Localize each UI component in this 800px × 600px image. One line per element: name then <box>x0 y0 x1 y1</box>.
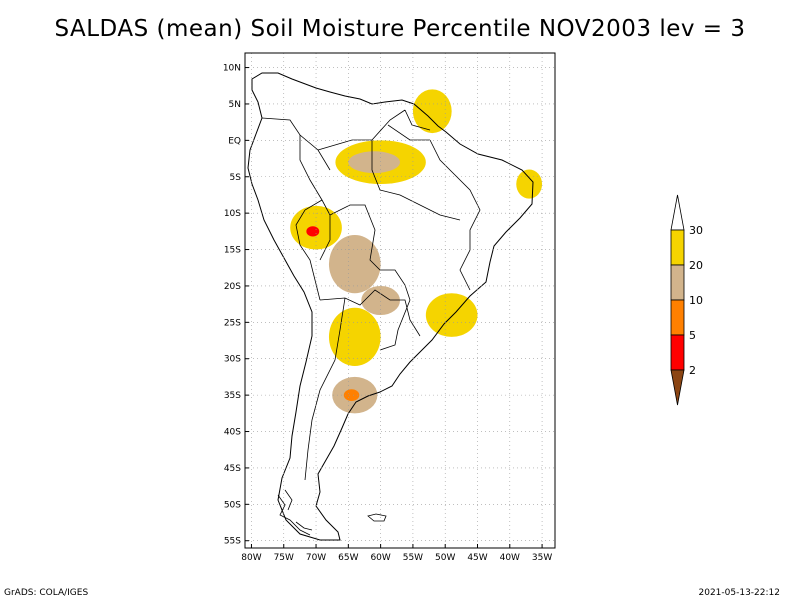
lon-tick-label: 40W <box>500 553 520 563</box>
longitude-axis: 80W 75W 70W 65W 60W 55W 50W 45W 40W 35W <box>241 544 552 563</box>
lat-tick-label: 55S <box>224 537 241 547</box>
lon-tick-label: 50W <box>435 553 455 563</box>
map-frame <box>244 52 556 549</box>
plot-title: SALDAS (mean) Soil Moisture Percentile N… <box>54 16 746 42</box>
legend-label: 2 <box>689 364 696 377</box>
legend-label: 30 <box>689 224 703 237</box>
shaded-region <box>306 226 320 237</box>
legend-bottom-arrow <box>670 369 685 406</box>
shaded-region <box>348 151 400 174</box>
shaded-region <box>412 89 452 134</box>
legend-swatch <box>670 299 685 336</box>
shaded-region <box>328 307 381 367</box>
footer-credit: GrADS: COLA/IGES <box>4 588 89 598</box>
shaded-region <box>425 293 478 337</box>
footer-timestamp: 2021-05-13-22:12 <box>698 588 781 598</box>
legend-label: 20 <box>689 259 703 272</box>
lon-tick-label: 60W <box>370 553 390 563</box>
lat-tick-label: 50S <box>224 500 241 510</box>
shaded-region <box>361 285 400 316</box>
south-america-coastline <box>247 72 534 541</box>
shaded-region <box>516 169 543 199</box>
legend-swatch <box>670 264 685 301</box>
lat-tick-label: 10S <box>224 209 241 219</box>
lon-tick-label: 55W <box>403 553 423 563</box>
falkland-islands <box>367 513 387 522</box>
lat-tick-label: 35S <box>224 391 241 401</box>
lat-tick-label: 5N <box>229 100 241 110</box>
lon-tick-label: 80W <box>241 553 261 563</box>
lon-tick-label: 70W <box>306 553 326 563</box>
lat-tick-label: 20S <box>224 282 241 292</box>
lat-tick-label: 15S <box>224 246 241 256</box>
latitude-axis: 10N 5N EQ 5S 10S 15S 20S 25S 30S 35S 40S 45S 50S 55S <box>223 64 249 547</box>
lat-tick-label: 40S <box>224 428 241 438</box>
grid-lines <box>245 53 555 548</box>
legend-label: 5 <box>689 329 696 342</box>
shaded-region <box>343 389 360 401</box>
lat-tick-label: EQ <box>228 136 241 146</box>
lon-tick-label: 45W <box>467 553 487 563</box>
lat-tick-label: 10N <box>223 64 241 74</box>
lat-tick-label: 25S <box>224 318 241 328</box>
legend-label: 10 <box>689 294 703 307</box>
lon-tick-label: 75W <box>274 553 294 563</box>
legend-top-arrow <box>670 194 685 231</box>
lon-tick-label: 65W <box>338 553 358 563</box>
soil-moisture-shading <box>290 89 543 414</box>
legend-swatch <box>670 334 685 371</box>
internal-borders <box>261 109 481 481</box>
country-borders <box>247 72 534 541</box>
lat-tick-label: 5S <box>230 173 242 183</box>
color-legend: 30 20 10 5 2 <box>670 194 703 406</box>
legend-swatch <box>670 229 685 266</box>
lat-tick-label: 30S <box>224 355 241 365</box>
lon-tick-label: 35W <box>532 553 552 563</box>
lat-tick-label: 45S <box>224 464 241 474</box>
tierra-del-fuego-islands <box>277 489 313 536</box>
